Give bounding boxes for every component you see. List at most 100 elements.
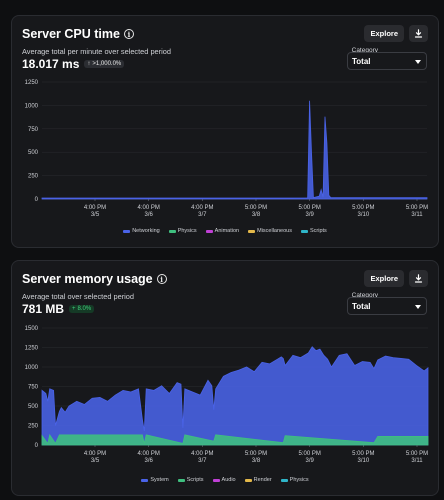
legend-label: System bbox=[150, 477, 169, 483]
series-area-scripts[interactable] bbox=[41, 433, 429, 446]
memory-explore-button[interactable]: Explore bbox=[364, 270, 404, 287]
memory-subtitle: Average total over selected period bbox=[22, 292, 135, 301]
cpu-delta-badge: ↑ >1,000.0% bbox=[84, 60, 125, 68]
x-tick-date-label: 3/8 bbox=[252, 458, 261, 464]
legend-swatch bbox=[300, 229, 308, 233]
y-tick-label: 250 bbox=[28, 424, 39, 430]
y-tick-label: 250 bbox=[28, 174, 39, 180]
legend-swatch bbox=[205, 229, 213, 233]
memory-category-select[interactable]: Total bbox=[347, 297, 427, 315]
x-tick-date-label: 3/8 bbox=[252, 212, 261, 218]
memory-value: 781 MB bbox=[22, 302, 65, 316]
legend-item[interactable]: Scripts bbox=[177, 477, 204, 483]
download-icon bbox=[414, 29, 423, 38]
cpu-category-value: Total bbox=[352, 56, 371, 66]
x-tick-time-label: 5:00 PM bbox=[352, 205, 374, 211]
y-tick-label: 1000 bbox=[25, 365, 39, 371]
x-tick-time-label: 4:00 PM bbox=[191, 451, 213, 457]
cpu-subtitle: Average total per minute over selected p… bbox=[22, 47, 171, 56]
x-tick-time-label: 4:00 PM bbox=[84, 205, 106, 211]
cpu-explore-button[interactable]: Explore bbox=[364, 25, 404, 42]
x-tick-date-label: 3/7 bbox=[198, 212, 207, 218]
x-tick-date-label: 3/5 bbox=[91, 458, 100, 464]
series-area-system[interactable] bbox=[41, 346, 429, 446]
y-tick-label: 1000 bbox=[25, 103, 39, 109]
legend-item[interactable]: System bbox=[141, 477, 169, 483]
x-tick-time-label: 5:00 PM bbox=[245, 205, 267, 211]
legend-item[interactable]: Miscellaneous bbox=[248, 228, 292, 234]
legend-item[interactable]: Networking bbox=[123, 228, 160, 234]
x-tick-time-label: 5:00 PM bbox=[298, 451, 320, 457]
cpu-download-button[interactable] bbox=[409, 25, 428, 42]
legend-label: Physics bbox=[177, 228, 197, 234]
y-tick-label: 750 bbox=[28, 385, 39, 391]
memory-delta-badge: + 8.0% bbox=[69, 305, 95, 313]
y-tick-label: 1500 bbox=[25, 326, 39, 332]
cpu-time-card: Server CPU time i Explore Average total … bbox=[11, 15, 439, 248]
series-area-networking[interactable] bbox=[41, 100, 428, 200]
x-tick-time-label: 4:00 PM bbox=[191, 205, 213, 211]
x-tick-time-label: 5:00 PM bbox=[352, 451, 374, 457]
memory-usage-card: Server memory usage i Explore Average to… bbox=[11, 260, 439, 496]
cpu-value: 18.017 ms bbox=[22, 57, 80, 71]
legend-swatch bbox=[123, 229, 131, 233]
legend-label: Miscellaneous bbox=[257, 228, 292, 234]
x-tick-date-label: 3/5 bbox=[91, 212, 100, 218]
x-tick-date-label: 3/9 bbox=[305, 458, 314, 464]
info-icon[interactable]: i bbox=[156, 274, 167, 284]
x-tick-date-label: 3/6 bbox=[144, 458, 153, 464]
x-tick-date-label: 3/10 bbox=[357, 212, 369, 218]
plus-icon: + bbox=[72, 306, 76, 312]
arrow-up-icon: ↑ bbox=[87, 61, 91, 67]
x-tick-date-label: 3/10 bbox=[357, 458, 369, 464]
legend-label: Networking bbox=[132, 228, 160, 234]
memory-title-text: Server memory usage bbox=[22, 272, 153, 286]
x-tick-time-label: 5:00 PM bbox=[245, 451, 267, 457]
y-tick-label: 500 bbox=[28, 150, 39, 156]
y-tick-label: 0 bbox=[35, 443, 39, 449]
memory-download-button[interactable] bbox=[409, 270, 428, 287]
x-tick-date-label: 3/9 bbox=[305, 212, 314, 218]
legend-swatch bbox=[168, 229, 176, 233]
memory-card-title: Server memory usage i bbox=[22, 272, 167, 286]
legend-item[interactable]: Physics bbox=[280, 477, 309, 483]
chevron-down-icon bbox=[415, 57, 421, 66]
memory-delta-text: 8.0% bbox=[77, 306, 92, 312]
legend-label: Scripts bbox=[309, 228, 327, 234]
legend-item[interactable]: Audio bbox=[212, 477, 236, 483]
memory-value-row: 781 MB + 8.0% bbox=[22, 302, 95, 316]
legend-label: Render bbox=[253, 477, 272, 483]
x-tick-time-label: 5:00 PM bbox=[406, 451, 428, 457]
y-tick-label: 500 bbox=[28, 404, 39, 410]
cpu-title-text: Server CPU time bbox=[22, 27, 120, 41]
x-tick-date-label: 3/7 bbox=[198, 458, 207, 464]
chevron-down-icon bbox=[415, 302, 421, 311]
cpu-category-select[interactable]: Total bbox=[347, 52, 427, 70]
legend-swatch bbox=[141, 478, 149, 482]
cpu-value-row: 18.017 ms ↑ >1,000.0% bbox=[22, 57, 125, 71]
y-tick-label: 1250 bbox=[25, 80, 39, 86]
cpu-category-label: Category bbox=[351, 47, 378, 54]
x-tick-time-label: 4:00 PM bbox=[137, 451, 159, 457]
memory-legend: System Scripts Audio Render Physics bbox=[12, 477, 438, 483]
info-icon[interactable]: i bbox=[123, 29, 134, 39]
legend-item[interactable]: Animation bbox=[205, 228, 239, 234]
legend-swatch bbox=[177, 478, 185, 482]
cpu-delta-text: >1,000.0% bbox=[92, 61, 122, 67]
legend-item[interactable]: Scripts bbox=[300, 228, 327, 234]
x-tick-date-label: 3/11 bbox=[411, 458, 423, 464]
legend-item[interactable]: Physics bbox=[168, 228, 197, 234]
memory-category-value: Total bbox=[352, 301, 371, 311]
legend-swatch bbox=[212, 478, 220, 482]
cpu-legend: Networking Physics Animation Miscellaneous S… bbox=[12, 228, 438, 234]
x-tick-time-label: 4:00 PM bbox=[84, 451, 106, 457]
legend-item[interactable]: Render bbox=[244, 477, 272, 483]
x-tick-time-label: 5:00 PM bbox=[298, 205, 320, 211]
legend-swatch bbox=[248, 229, 256, 233]
legend-label: Scripts bbox=[186, 477, 204, 483]
memory-category-label: Category bbox=[351, 292, 378, 299]
legend-swatch bbox=[280, 478, 288, 482]
x-tick-date-label: 3/11 bbox=[411, 212, 423, 218]
